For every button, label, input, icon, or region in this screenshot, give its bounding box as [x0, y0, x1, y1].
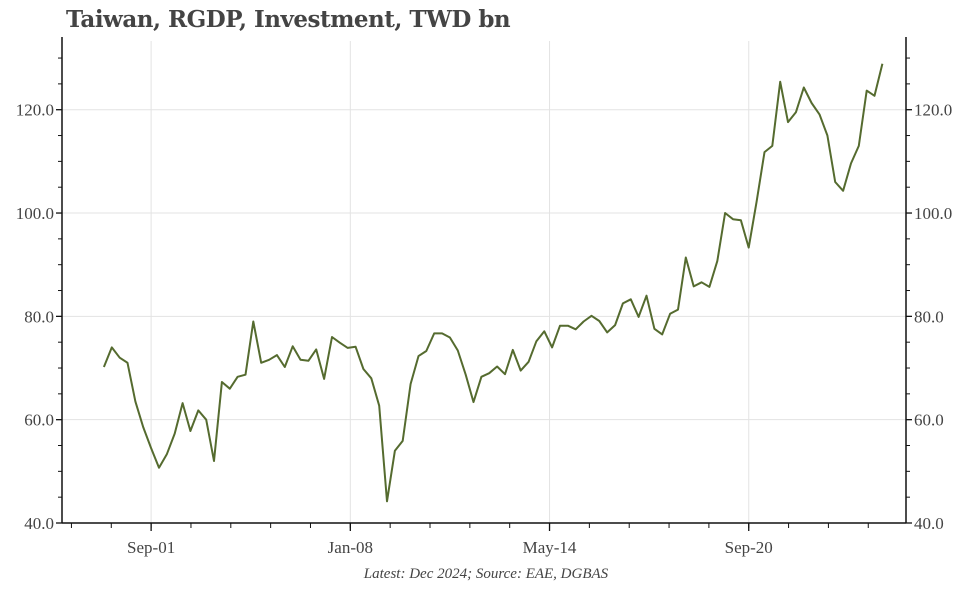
x-tick-label: Jan-08	[328, 538, 373, 557]
y-tick-label-right: 40.0	[914, 514, 944, 533]
y-tick-label-right: 120.0	[914, 101, 952, 120]
y-tick-label-left: 80.0	[24, 307, 54, 326]
y-tick-label-left: 120.0	[16, 101, 54, 120]
y-tick-label-right: 80.0	[914, 307, 944, 326]
chart-footer: Latest: Dec 2024; Source: EAE, DGBAS	[363, 566, 609, 582]
chart-title: Taiwan, RGDP, Investment, TWD bn	[66, 6, 511, 33]
y-tick-label-left: 100.0	[16, 204, 54, 223]
series-line	[102, 63, 884, 503]
x-tick-label: May-14	[523, 538, 577, 557]
y-tick-label-right: 60.0	[914, 411, 944, 430]
x-tick-label: Sep-01	[127, 538, 175, 557]
y-tick-label-left: 40.0	[24, 514, 54, 533]
y-tick-label-right: 100.0	[914, 204, 952, 223]
x-tick-label: Sep-20	[725, 538, 773, 557]
y-tick-label-left: 60.0	[24, 411, 54, 430]
